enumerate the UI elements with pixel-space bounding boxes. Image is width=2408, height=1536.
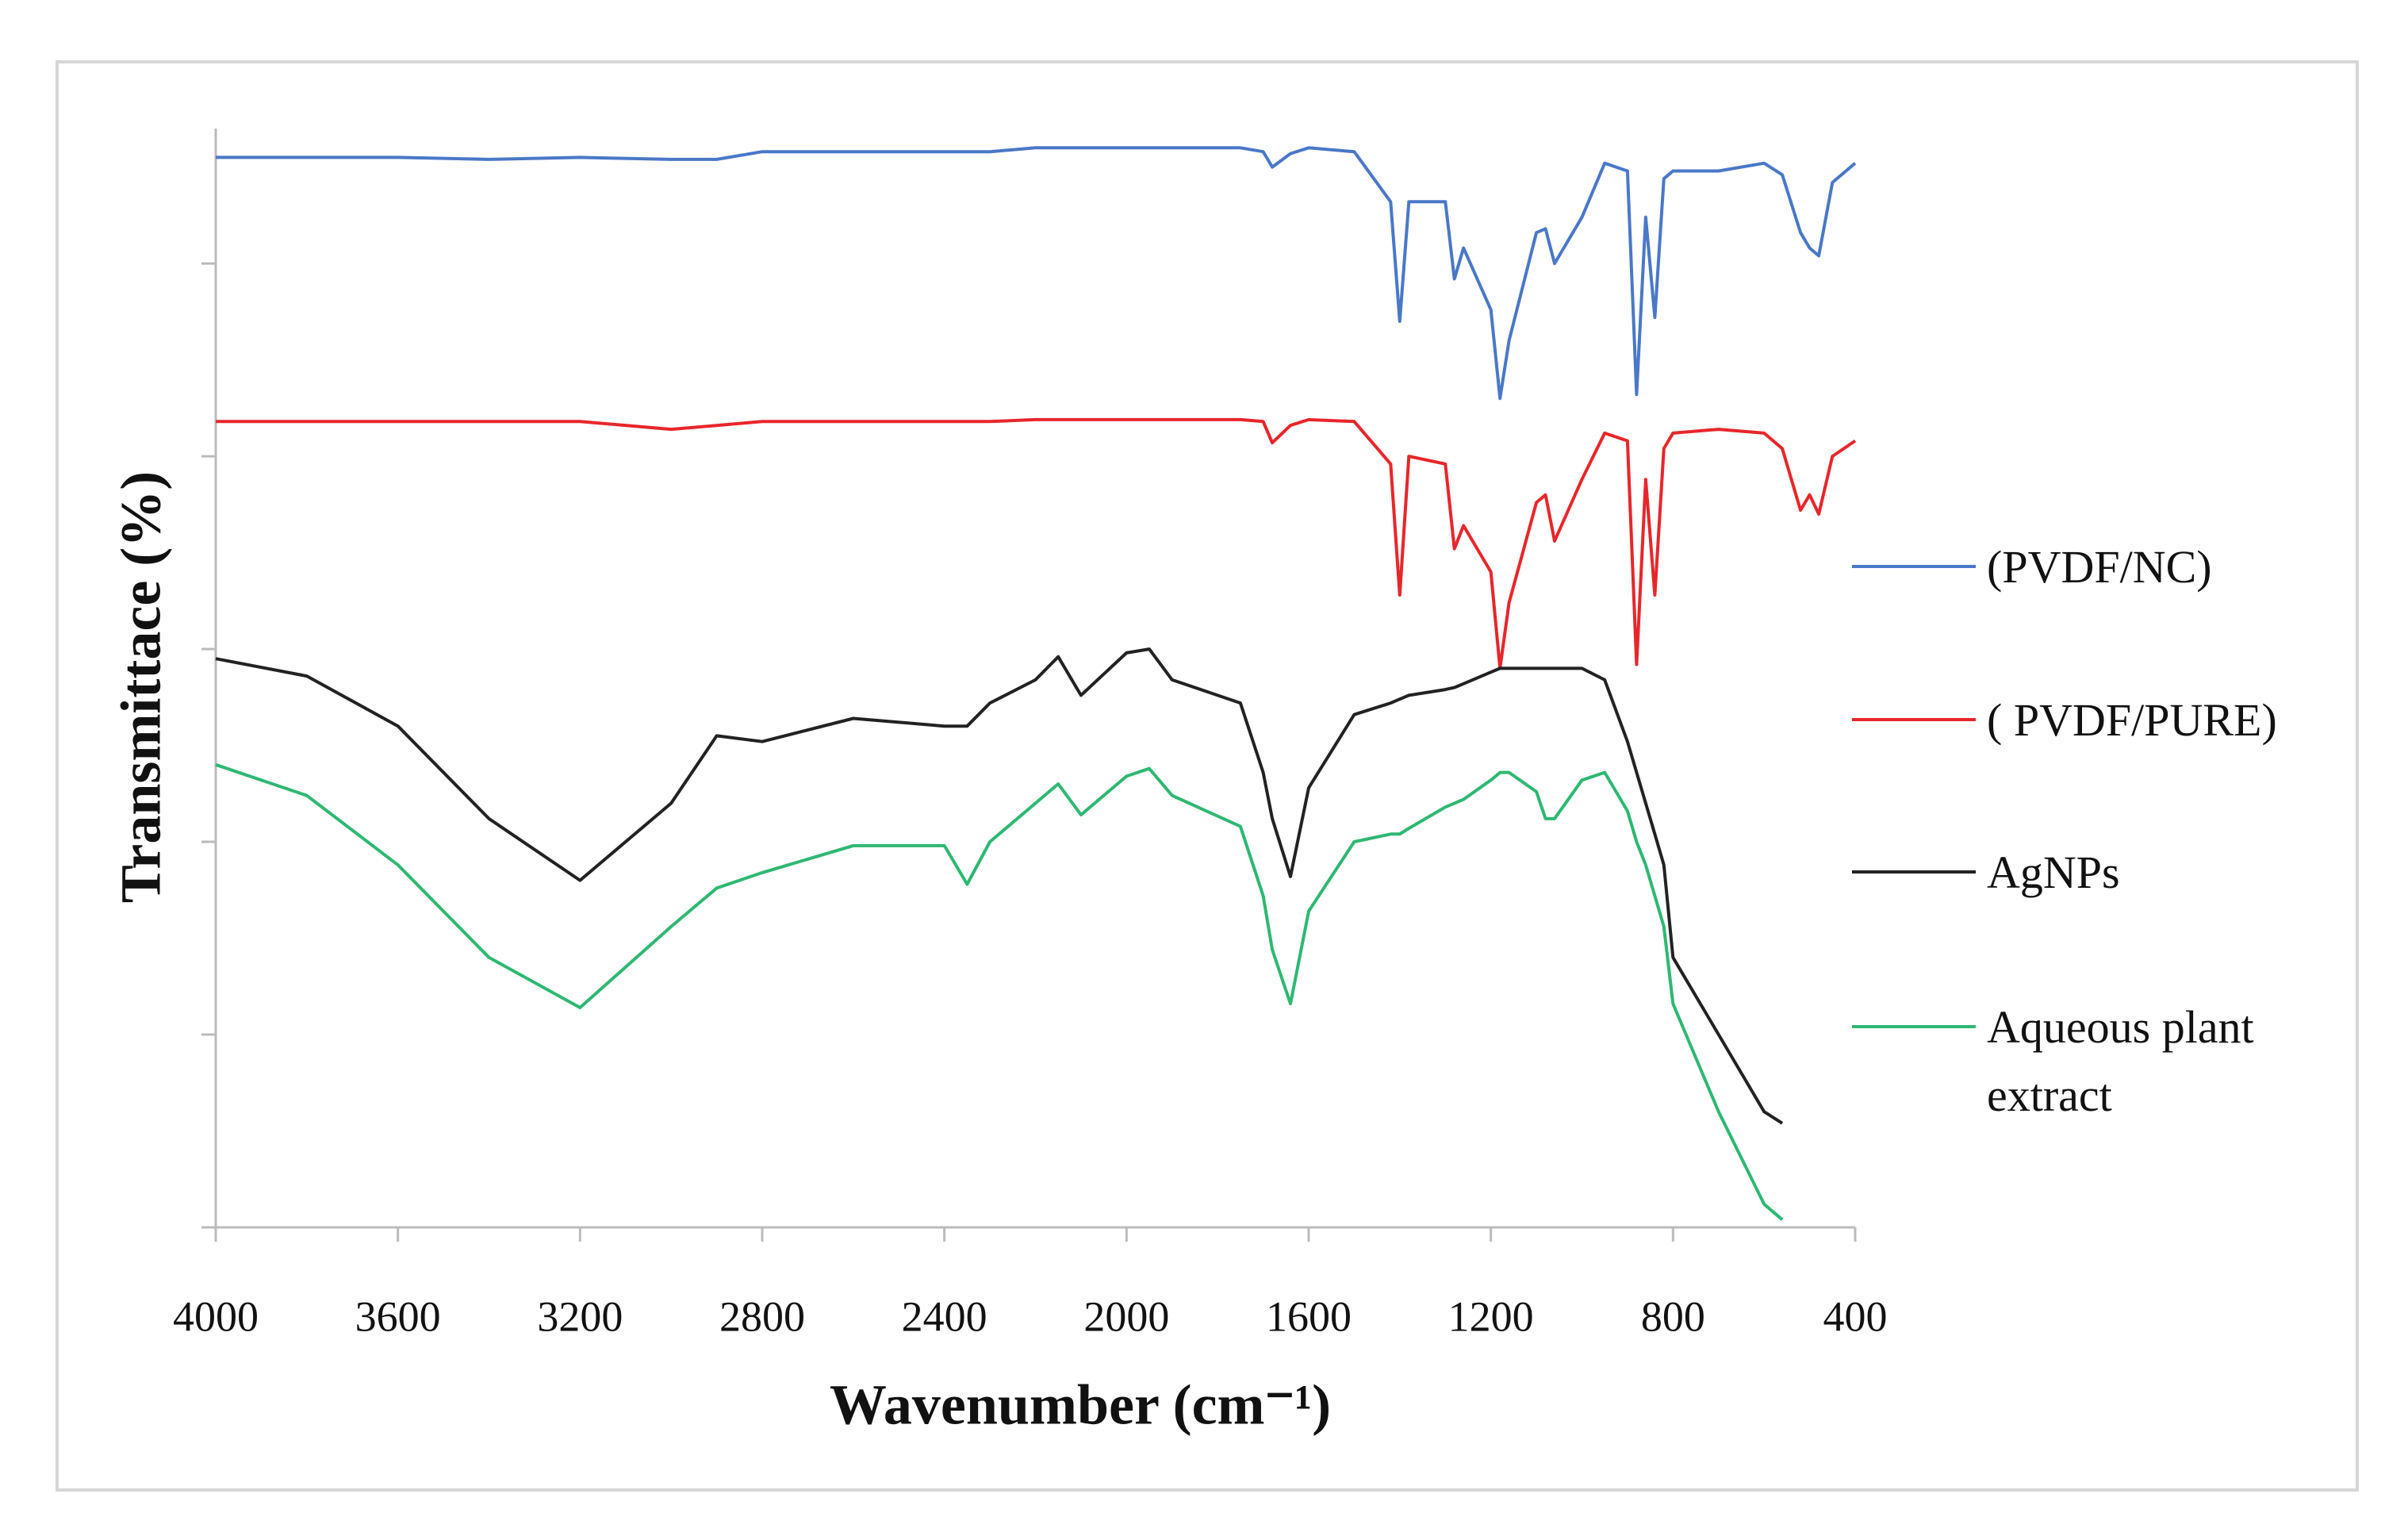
series-line	[215, 647, 1784, 1125]
x-tick-label: 2800	[719, 1292, 805, 1340]
x-axis-label: Wavenumber (cm⁻¹)	[830, 1373, 1331, 1437]
x-tick-label: 3200	[537, 1292, 623, 1340]
x-tick-label: 3600	[355, 1292, 441, 1340]
x-tick-label: 2000	[1083, 1292, 1169, 1340]
series-line	[215, 762, 1784, 1221]
legend-label: Aqueous plant extract	[1987, 1001, 2254, 1121]
legend-label: ( PVDF/PURE)	[1987, 694, 2277, 746]
y-axis-label: Transmittace (%)	[109, 471, 173, 904]
series-line	[216, 146, 1857, 401]
series-line	[216, 417, 1857, 670]
legend-entry: AgNPs	[1987, 847, 2120, 898]
x-tick-label: 2400	[902, 1292, 987, 1340]
x-tick-label: 1200	[1448, 1292, 1534, 1340]
legend-entry: (PVDF/NC)	[1987, 541, 2212, 593]
legend-label: (PVDF/NC)	[1987, 541, 2212, 593]
legend-label: AgNPs	[1987, 847, 2120, 898]
x-tick-label: 4000	[173, 1292, 259, 1340]
frame	[56, 60, 2359, 1492]
x-tick-label: 1600	[1266, 1292, 1352, 1340]
x-tick-label: 400	[1823, 1292, 1888, 1340]
x-tick-label: 800	[1641, 1292, 1705, 1340]
legend-entry: ( PVDF/PURE)	[1987, 694, 2277, 746]
legend-entry: Aqueous plant extract	[1987, 1001, 2254, 1121]
